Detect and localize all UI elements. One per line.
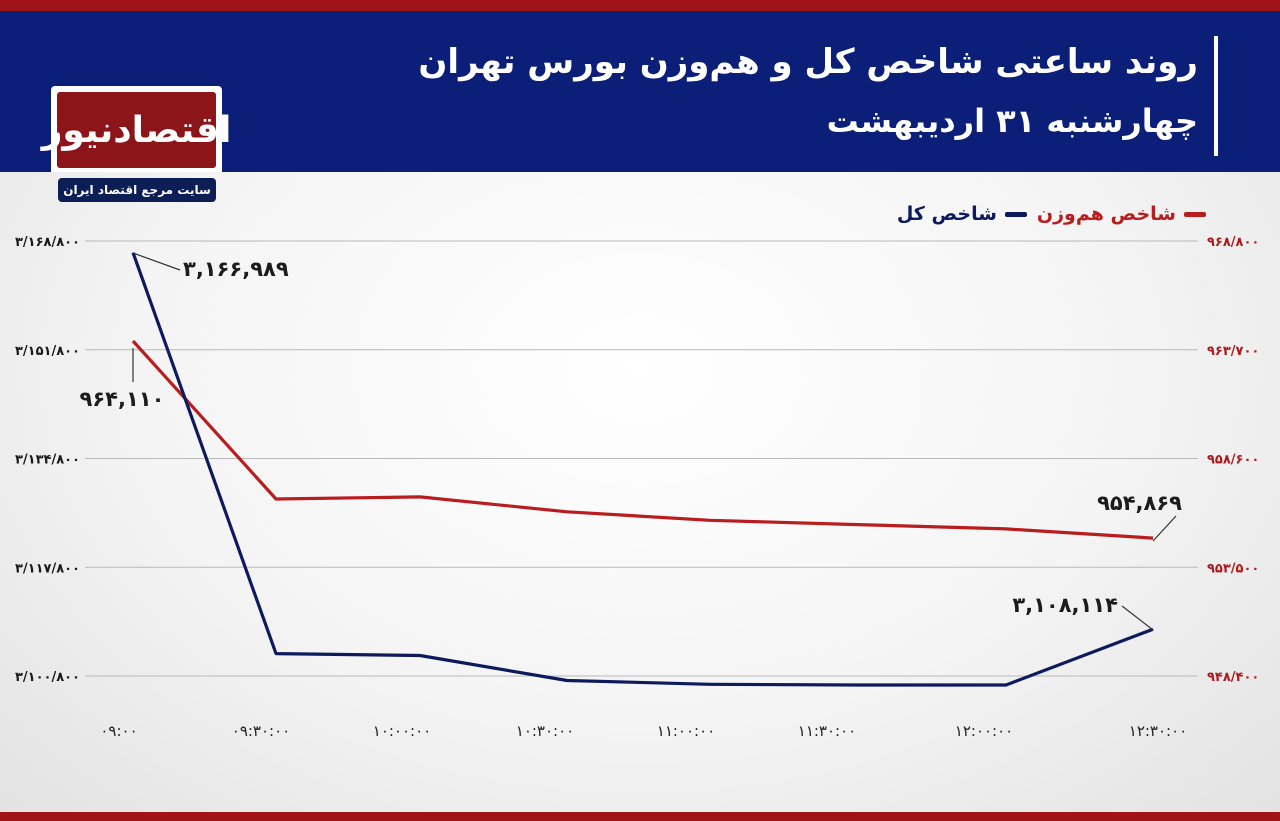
page-title: روند ساعتی شاخص کل و هم‌وزن بورس تهران bbox=[418, 42, 1198, 82]
bottom-accent-strip bbox=[0, 812, 1280, 821]
legend-item-equal-weight: شاخص هم‌وزن bbox=[1037, 203, 1206, 225]
data-label-leader bbox=[132, 252, 181, 271]
left-tick-label: ۳/۱۱۷/۸۰۰ bbox=[15, 561, 80, 576]
logo: اقتصادنیوز bbox=[42, 86, 231, 172]
logo-tagline: سایت مرجع اقتصاد ایران bbox=[58, 178, 216, 202]
legend-swatch-equal-weight bbox=[1184, 211, 1206, 217]
left-tick-label: ۳/۱۵۱/۸۰۰ bbox=[15, 344, 80, 359]
right-tick-label: ۹۶۸/۸۰۰ bbox=[1207, 235, 1259, 250]
x-tick-label: ۱۱:۰۰:۰۰ bbox=[657, 722, 715, 740]
left-tick-label: ۳/۱۰۰/۸۰۰ bbox=[15, 670, 80, 685]
legend-item-total-index: شاخص کل bbox=[897, 203, 1027, 225]
series-line-total-index bbox=[131, 252, 1154, 687]
data-label: ۹۶۴,۱۱۰ bbox=[80, 387, 165, 411]
data-label: ۹۵۴,۸۶۹ bbox=[1097, 491, 1182, 515]
right-tick-label: ۹۵۸/۶۰۰ bbox=[1207, 453, 1259, 468]
legend-swatch-total-index bbox=[1004, 211, 1027, 217]
data-label: ۳,۱۰۸,۱۱۴ bbox=[1012, 593, 1118, 617]
chart-legend: شاخص هم‌وزن شاخص کل bbox=[897, 203, 1206, 225]
data-label-leader bbox=[1121, 605, 1154, 631]
right-tick-label: ۹۴۸/۴۰۰ bbox=[1207, 670, 1259, 685]
data-label-leader bbox=[1152, 515, 1177, 542]
right-tick-label: ۹۵۳/۵۰۰ bbox=[1207, 561, 1259, 576]
left-tick-label: ۳/۱۳۴/۸۰۰ bbox=[15, 453, 80, 468]
title-divider bbox=[1214, 36, 1218, 156]
series-line-equal-weight bbox=[131, 339, 1154, 540]
legend-label-equal-weight: شاخص هم‌وزن bbox=[1036, 203, 1176, 225]
top-accent-strip bbox=[0, 0, 1280, 11]
logo-wordmark: اقتصادنیوز bbox=[42, 92, 231, 168]
x-tick-label: ۱۰:۳۰:۰۰ bbox=[516, 722, 574, 740]
x-tick-label: ۱۱:۳۰:۰۰ bbox=[798, 722, 856, 740]
right-tick-label: ۹۶۳/۷۰۰ bbox=[1207, 344, 1259, 359]
left-tick-label: ۳/۱۶۸/۸۰۰ bbox=[15, 235, 80, 250]
data-label: ۳,۱۶۶,۹۸۹ bbox=[183, 257, 289, 281]
x-tick-label: ۱۰:۰۰:۰۰ bbox=[373, 722, 431, 740]
x-tick-label: ۱۲:۰۰:۰۰ bbox=[955, 722, 1013, 740]
x-tick-label: ۰۹:۳۰:۰۰ bbox=[232, 722, 290, 740]
page-subtitle: چهارشنبه ۳۱ اردیبهشت bbox=[826, 102, 1198, 140]
legend-label-total-index: شاخص کل bbox=[896, 203, 997, 225]
x-tick-label: ۱۲:۳۰:۰۰ bbox=[1129, 722, 1187, 740]
x-tick-label: ۰۹:۰۰ bbox=[100, 722, 137, 740]
